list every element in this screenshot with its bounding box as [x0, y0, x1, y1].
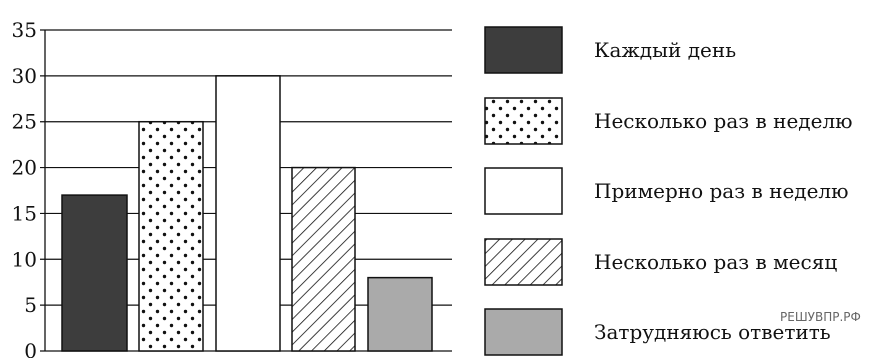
legend-swatch [484, 238, 563, 286]
bar [138, 120, 204, 352]
y-tick-label: 5 [24, 293, 37, 317]
y-tick-label: 35 [12, 18, 37, 42]
legend-swatch [484, 308, 563, 356]
legend-label: Примерно раз в неделю [594, 179, 849, 203]
bar [367, 276, 433, 352]
y-tick-label: 10 [12, 247, 37, 271]
legend-label: Несколько раз в неделю [594, 109, 853, 133]
legend-label: Затрудняюсь ответить [594, 320, 831, 344]
bar [291, 166, 356, 352]
y-tick-label: 20 [12, 156, 37, 180]
y-tick-label: 30 [12, 64, 37, 88]
y-tick-label: 0 [24, 339, 37, 358]
y-tick-label: 15 [12, 201, 37, 225]
legend-label: Каждый день [594, 38, 736, 62]
y-tick-label: 25 [12, 110, 37, 134]
bar [61, 194, 128, 352]
bar [215, 75, 281, 352]
legend: Каждый день Несколько раз в неделю Примерн… [484, 26, 853, 356]
y-axis-ticks: 0 5 10 15 20 25 30 35 [12, 18, 37, 358]
watermark: РЕШУВПР.РФ [780, 310, 861, 324]
legend-swatch [484, 97, 563, 145]
legend-swatch [484, 26, 563, 74]
bars [61, 75, 433, 352]
legend-swatch [484, 167, 563, 215]
legend-label: Несколько раз в месяц [594, 250, 837, 274]
